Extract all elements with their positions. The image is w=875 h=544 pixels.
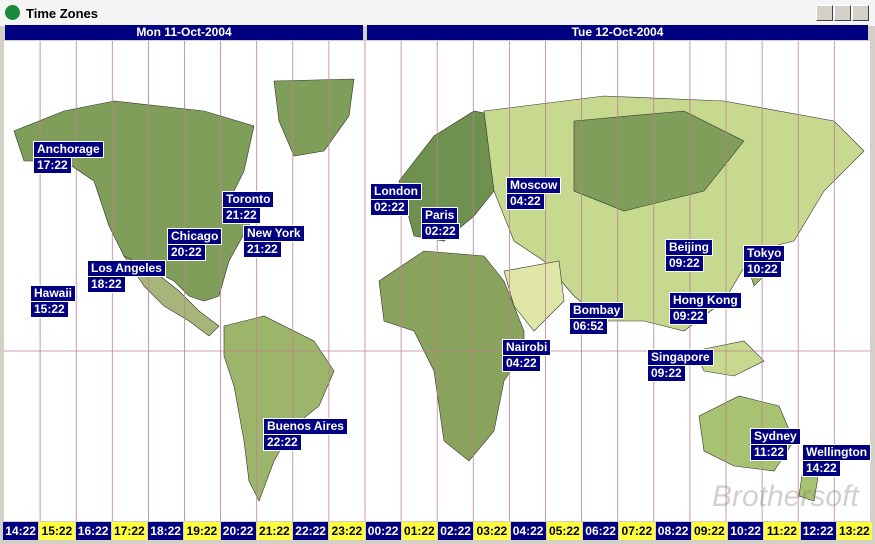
date-header: Mon 11-Oct-2004 [5, 25, 363, 40]
window-title: Time Zones [26, 6, 99, 21]
city-time: 14:22 [802, 460, 841, 477]
hour-cell: 04:22 [510, 522, 546, 540]
city-name: Hong Kong [669, 292, 742, 309]
hour-cell: 12:22 [800, 522, 836, 540]
city-time: 02:22 [370, 199, 409, 216]
watermark: Brothersoft [712, 480, 859, 513]
city-name: Paris [421, 207, 459, 224]
city-time: 09:22 [669, 308, 708, 325]
city-name: New York [243, 225, 305, 242]
city-name: Anchorage [33, 141, 104, 158]
city-time: 02:22 [421, 223, 460, 240]
hour-cell: 08:22 [655, 522, 691, 540]
city-time: 10:22 [743, 261, 782, 278]
city-name: Buenos Aires [263, 418, 348, 435]
city-time: 17:22 [33, 157, 72, 174]
city-name: Toronto [222, 191, 275, 208]
hour-cell: 03:22 [474, 522, 510, 540]
city-name: Nairobi [502, 339, 552, 356]
city-name: Bombay [569, 302, 625, 319]
hour-cell: 14:22 [3, 522, 39, 540]
city-time: 21:22 [243, 241, 282, 258]
hour-cell: 00:22 [365, 522, 401, 540]
city-time: 22:22 [263, 434, 302, 451]
city-name: London [370, 183, 422, 200]
hour-cell: 06:22 [583, 522, 619, 540]
hour-cell: 20:22 [220, 522, 256, 540]
city-name: Singapore [647, 349, 714, 366]
hour-cell: 10:22 [728, 522, 764, 540]
city-name: Los Angeles [87, 260, 166, 277]
hour-cell: 07:22 [619, 522, 655, 540]
city-time: 18:22 [87, 276, 126, 293]
city-time: 09:22 [665, 255, 704, 272]
city-name: Hawaii [30, 285, 77, 302]
city-time: 11:22 [750, 444, 789, 461]
hour-cell: 11:22 [764, 522, 800, 540]
hour-cell: 02:22 [438, 522, 474, 540]
city-time: 15:22 [30, 301, 69, 318]
hour-cell: 17:22 [111, 522, 147, 540]
city-name: Wellington [802, 444, 872, 461]
city-time: 20:22 [167, 244, 206, 261]
hour-cell: 19:22 [184, 522, 220, 540]
hour-cell: 09:22 [691, 522, 727, 540]
hour-cell: 21:22 [256, 522, 292, 540]
city-time: 06:52 [569, 318, 608, 335]
city-name: Chicago [167, 228, 223, 245]
maximize-button[interactable] [834, 5, 851, 21]
hour-cell: 13:22 [836, 522, 872, 540]
hour-cell: 16:22 [75, 522, 111, 540]
minimize-button[interactable] [816, 5, 833, 21]
city-time: 04:22 [506, 193, 545, 210]
app-icon [5, 5, 20, 20]
close-button[interactable] [852, 5, 869, 21]
city-name: Beijing [665, 239, 714, 256]
city-time: 09:22 [647, 365, 686, 382]
city-name: Moscow [506, 177, 562, 194]
title-bar: Time Zones [0, 0, 875, 26]
hour-cell: 15:22 [39, 522, 75, 540]
hour-cell: 01:22 [401, 522, 437, 540]
date-header: Tue 12-Oct-2004 [367, 25, 868, 40]
hour-cell: 18:22 [148, 522, 184, 540]
city-name: Tokyo [743, 245, 786, 262]
hour-cell: 23:22 [329, 522, 365, 540]
city-name: Sydney [750, 428, 801, 445]
hour-cell: 05:22 [546, 522, 582, 540]
city-time: 21:22 [222, 207, 261, 224]
hour-cell: 22:22 [293, 522, 329, 540]
city-time: 04:22 [502, 355, 541, 372]
world-map [4, 41, 870, 521]
